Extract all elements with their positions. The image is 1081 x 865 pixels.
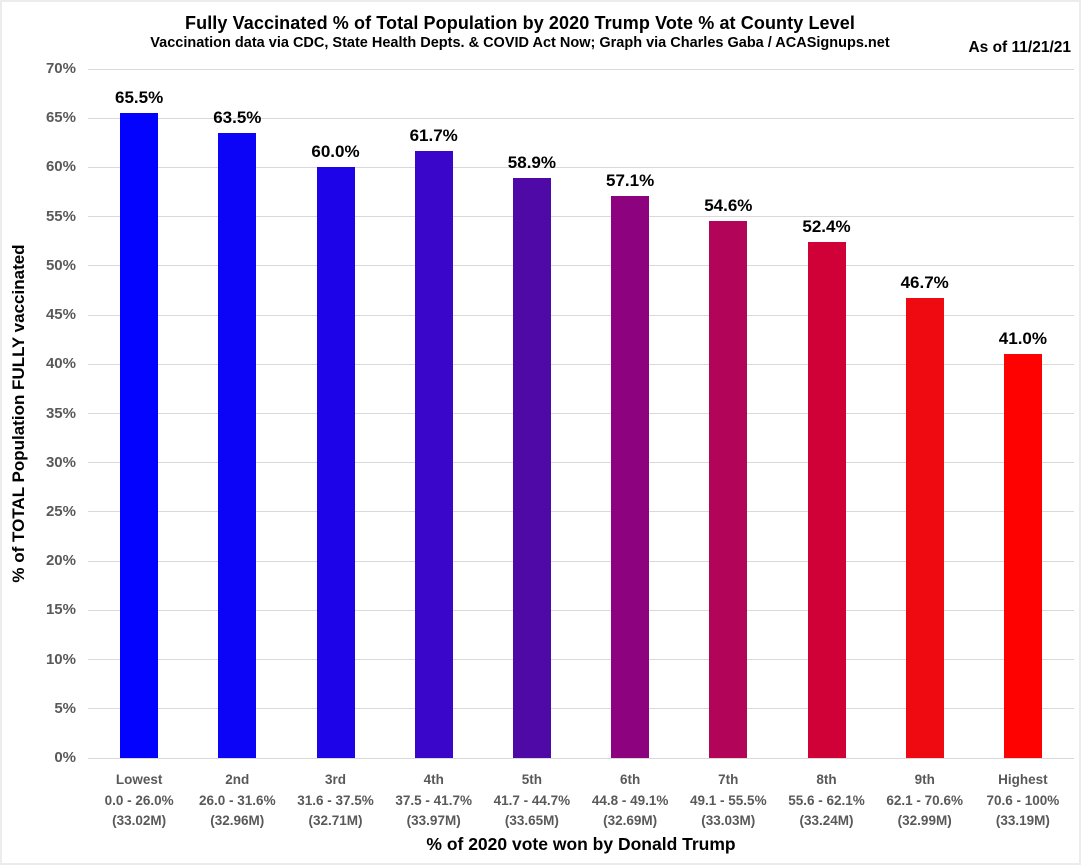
y-gridline [88, 166, 1074, 168]
x-category-population: (33.03M) [701, 813, 756, 828]
bar-value-label: 41.0% [998, 329, 1047, 349]
bar-value-label: 60.0% [311, 142, 360, 162]
x-category-population: (33.24M) [799, 813, 854, 828]
x-category-rank: 2nd [225, 772, 250, 787]
chart-title: Fully Vaccinated % of Total Population b… [185, 13, 855, 33]
y-gridline [88, 511, 1074, 513]
bar-value-label: 57.1% [605, 170, 655, 190]
y-tick-label: 20% [45, 552, 76, 570]
x-category-range: 41.7 - 44.7% [493, 792, 571, 808]
x-category-label: 2nd 26.0 - 31.6% (32.96M) [182, 770, 292, 832]
x-category-rank: 3rd [324, 772, 346, 787]
x-category-range: 62.1 - 70.6% [886, 792, 963, 808]
x-category-label: 7th 49.1 - 55.5% (33.03M) [673, 770, 783, 832]
y-tick-label: 30% [45, 453, 76, 471]
x-category-range: 70.6 - 100% [986, 792, 1060, 808]
x-category-population: (32.96M) [210, 813, 265, 828]
y-tick-label: 10% [45, 650, 76, 668]
y-tick-label: 35% [45, 404, 76, 422]
x-category-range: 31.6 - 37.5% [297, 792, 374, 808]
x-category-rank: 5th [521, 772, 543, 787]
bar [905, 298, 944, 758]
y-gridline [88, 265, 1074, 267]
bar-value-label: 58.9% [507, 153, 556, 173]
x-category-range: 37.5 - 41.7% [395, 792, 472, 808]
y-tick-label: 60% [45, 158, 76, 176]
bar [316, 167, 355, 758]
x-category-population: (32.69M) [603, 813, 658, 828]
y-tick-label: 55% [45, 207, 76, 225]
x-category-rank: 6th [619, 772, 641, 787]
x-category-population: (32.71M) [308, 813, 363, 828]
y-tick-label: 25% [45, 502, 76, 520]
chart-subtitle: Vaccination data via CDC, State Health D… [150, 35, 890, 51]
x-axis-title: % of 2020 vote won by Donald Trump [426, 834, 736, 854]
x-category-range: 26.0 - 31.6% [199, 792, 276, 808]
x-category-population: (33.65M) [504, 813, 559, 828]
y-tick-label: 15% [45, 601, 76, 619]
x-category-rank: 7th [718, 772, 739, 787]
x-category-label: 4th 37.5 - 41.7% (33.97M) [379, 770, 489, 832]
bar-value-label: 52.4% [802, 217, 851, 237]
bar [218, 132, 257, 758]
x-category-label: Highest 70.6 - 100% (33.19M) [968, 770, 1078, 832]
x-category-rank: Lowest [115, 772, 163, 787]
bar-value-label: 63.5% [213, 107, 262, 127]
bar-value-label: 61.7% [409, 125, 458, 145]
x-category-rank: 4th [423, 772, 444, 787]
y-gridline [88, 314, 1074, 316]
x-category-population: (33.02M) [112, 813, 167, 828]
x-category-range: 49.1 - 55.5% [690, 792, 767, 808]
x-category-label: 3rd 31.6 - 37.5% (32.71M) [281, 770, 391, 832]
bar-value-label: 54.6% [704, 195, 753, 215]
bar [1003, 354, 1042, 758]
y-gridline [88, 560, 1074, 562]
x-category-label: 9th 62.1 - 70.6% (32.99M) [870, 770, 980, 832]
y-tick-label: 65% [45, 109, 76, 127]
y-tick-label: 45% [45, 306, 76, 324]
y-gridline [88, 609, 1074, 611]
y-gridline [88, 68, 1074, 70]
bar-value-label: 46.7% [900, 273, 949, 293]
y-tick-label: 5% [54, 699, 76, 717]
x-category-population: (32.99M) [897, 813, 952, 828]
y-gridline [88, 363, 1074, 365]
bar [807, 242, 846, 758]
y-tick-label: 50% [45, 256, 76, 274]
x-category-range: 55.6 - 62.1% [788, 792, 865, 808]
x-category-label: 8th 55.6 - 62.1% (33.24M) [772, 770, 882, 832]
y-gridline [88, 659, 1074, 661]
x-category-label: Lowest 0.0 - 26.0% (33.02M) [84, 770, 194, 832]
y-tick-label: 70% [45, 60, 76, 77]
x-category-population: (33.97M) [406, 813, 461, 828]
bar [414, 150, 453, 758]
x-category-label: 6th 44.8 - 49.1% (32.69M) [575, 770, 685, 832]
x-category-rank: 8th [816, 772, 837, 787]
bar [120, 113, 159, 758]
y-gridline [88, 708, 1074, 710]
x-category-population: (33.19M) [995, 813, 1050, 828]
x-category-range: 0.0 - 26.0% [104, 792, 174, 808]
y-gridline [88, 462, 1074, 464]
bar [611, 195, 650, 758]
x-category-label: 5th 41.7 - 44.7% (33.65M) [477, 770, 587, 832]
as-of-date-annotation: As of 11/21/21 [968, 39, 1071, 56]
y-gridline [88, 117, 1074, 119]
bar [512, 178, 551, 758]
x-category-rank: Highest [998, 772, 1048, 787]
y-gridline [88, 216, 1074, 218]
x-category-range: 44.8 - 49.1% [591, 792, 669, 808]
y-tick-label: 0% [54, 749, 76, 766]
y-tick-label: 40% [45, 355, 76, 373]
x-category-rank: 9th [914, 772, 935, 787]
bar [709, 220, 748, 758]
bar-value-label: 65.5% [114, 88, 164, 108]
y-gridline [88, 757, 1074, 759]
y-gridline [88, 413, 1074, 414]
